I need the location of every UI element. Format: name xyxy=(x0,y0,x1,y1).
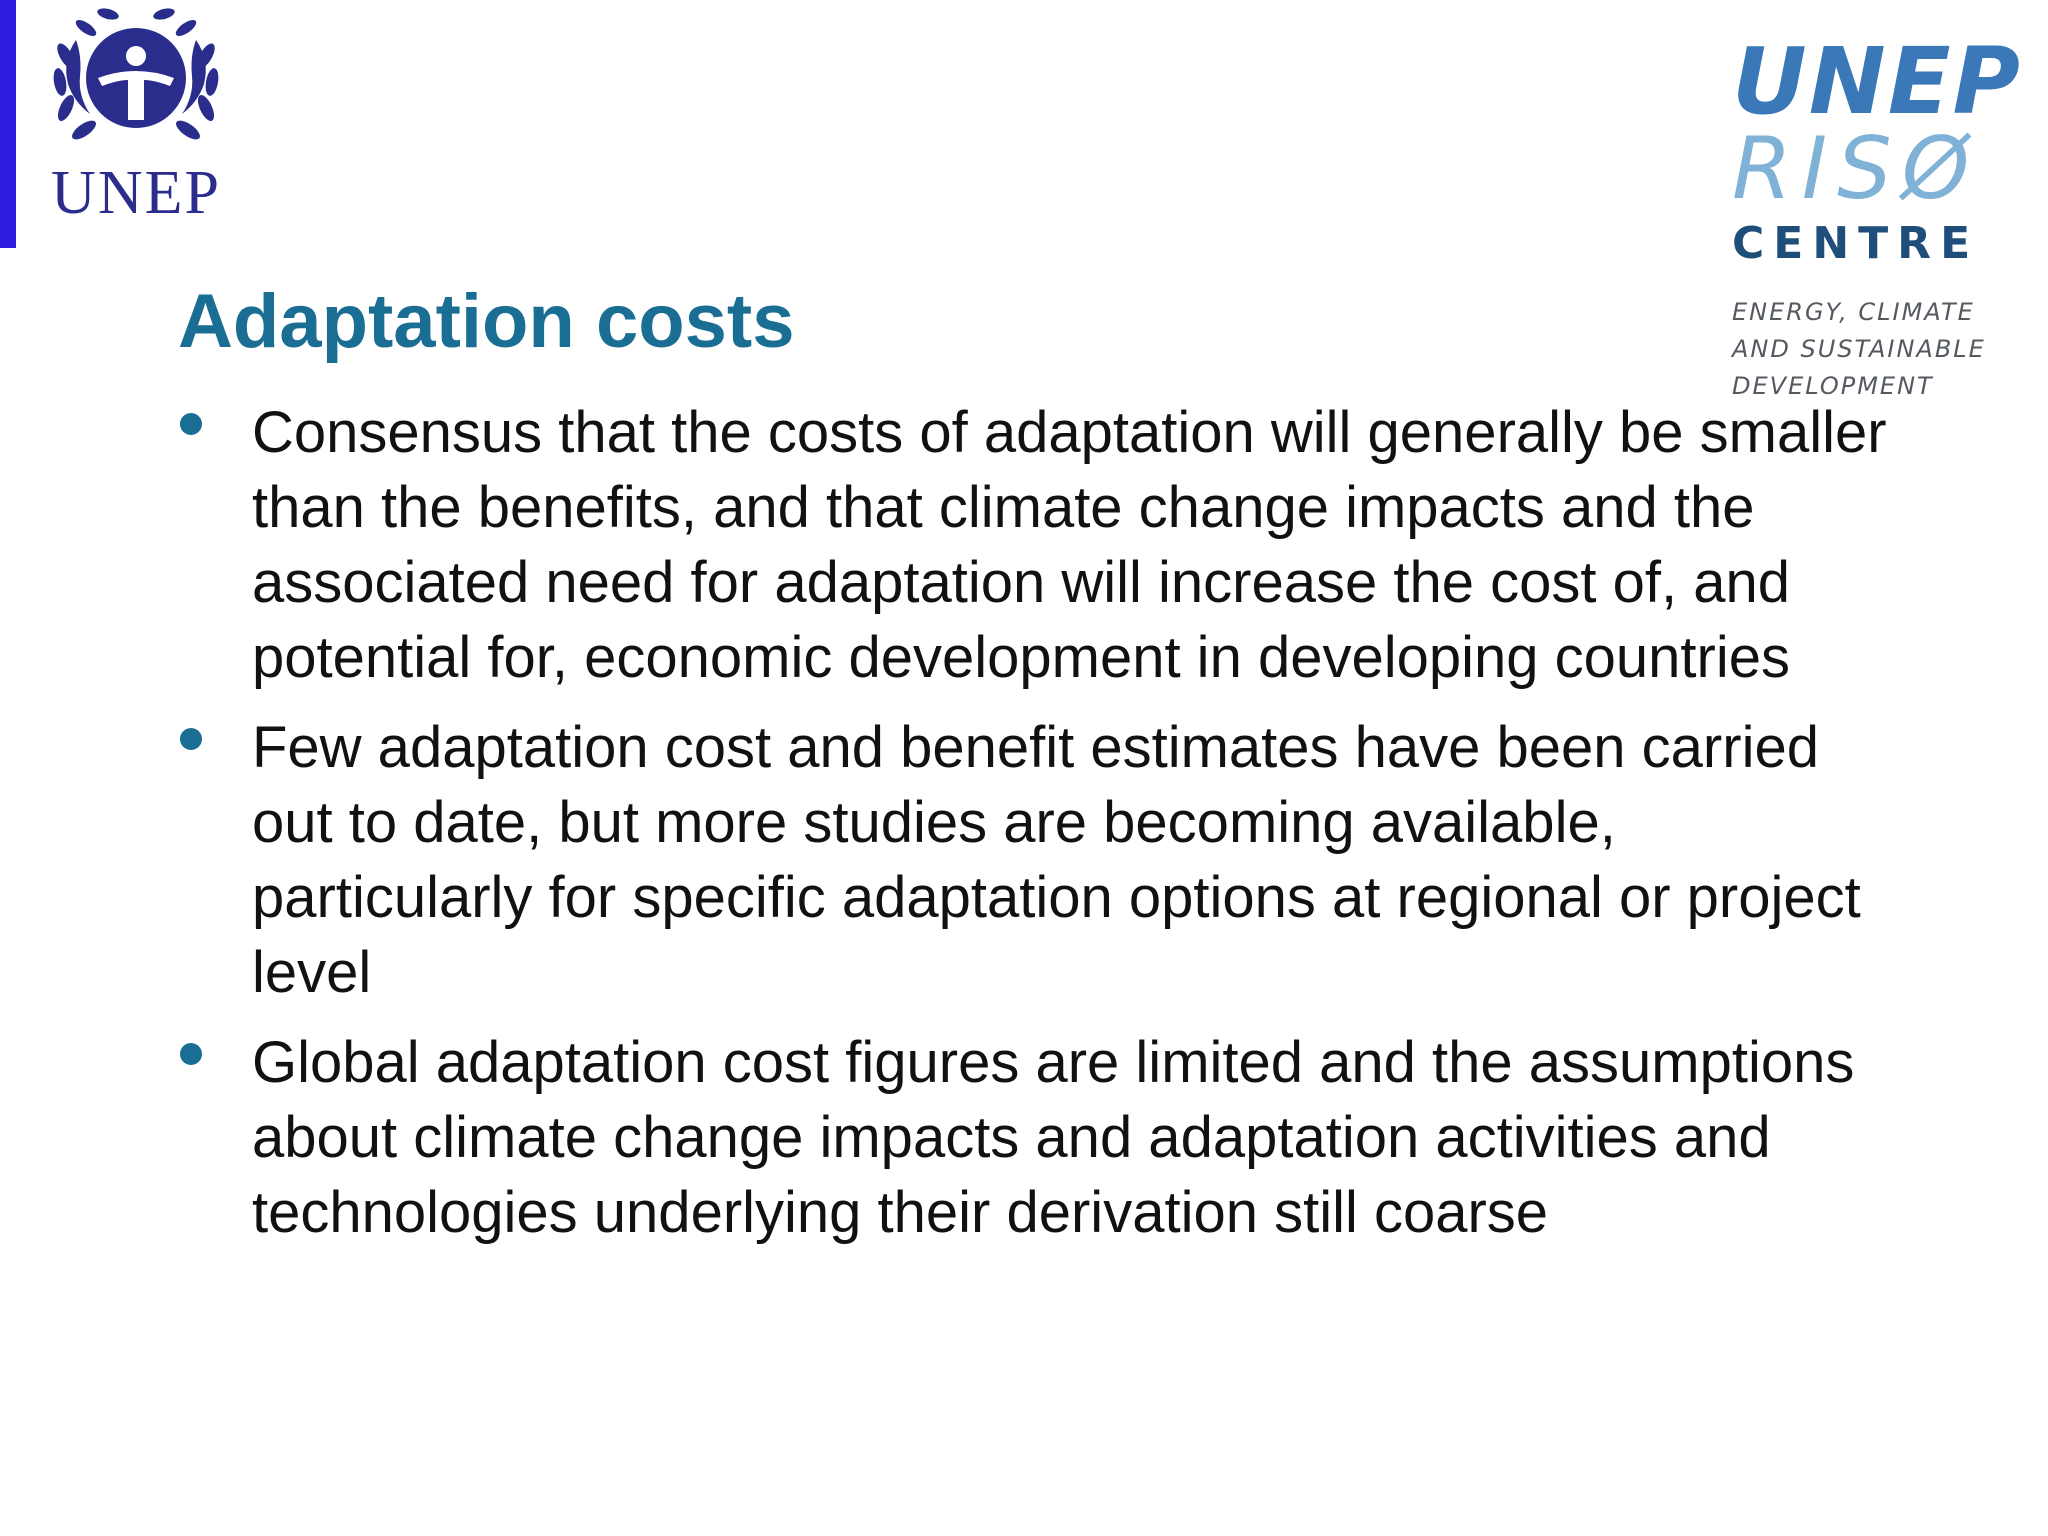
bullet-dot-icon xyxy=(180,728,202,750)
bullet-item: Few adaptation cost and benefit estimate… xyxy=(176,710,1896,1010)
bullet-item: Global adaptation cost figures are limit… xyxy=(176,1025,1896,1250)
bullet-item: Consensus that the costs of adaptation w… xyxy=(176,395,1896,695)
riso-logo-centre: CENTRE xyxy=(1732,218,1980,269)
riso-logo-tagline-1: ENERGY, CLIMATE xyxy=(1732,298,1975,326)
unep-riso-centre-logo: UNEP RISØ CENTRE ENERGY, CLIMATE AND SUS… xyxy=(1732,28,2022,401)
bullet-text: Global adaptation cost figures are limit… xyxy=(252,1030,1855,1245)
riso-logo-unep: UNEP xyxy=(1732,28,2022,135)
riso-logo-tagline-3: DEVELOPMENT xyxy=(1732,372,1934,400)
unep-logo: UNEP xyxy=(36,0,236,230)
unep-emblem-icon xyxy=(53,8,219,140)
unep-logo-text: UNEP xyxy=(51,159,221,227)
riso-logo-tagline-2: AND SUSTAINABLE xyxy=(1732,335,1986,363)
bullet-text: Consensus that the costs of adaptation w… xyxy=(252,400,1887,690)
bullet-list: Consensus that the costs of adaptation w… xyxy=(176,395,1896,1265)
slide-title: Adaptation costs xyxy=(178,279,795,364)
bullet-text: Few adaptation cost and benefit estimate… xyxy=(252,715,1861,1005)
bullet-dot-icon xyxy=(180,413,202,435)
riso-logo-riso: RISØ xyxy=(1732,119,1980,219)
bullet-dot-icon xyxy=(180,1043,202,1065)
left-accent-bar xyxy=(0,0,16,248)
